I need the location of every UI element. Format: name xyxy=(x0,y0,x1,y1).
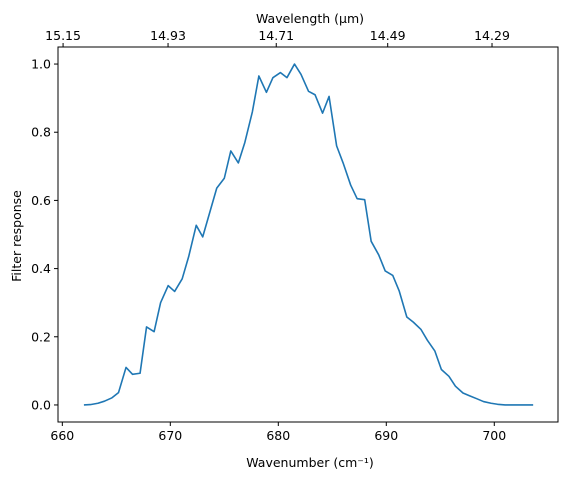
top-tick-label: 15.15 xyxy=(45,28,81,43)
y-tick-label: 1.0 xyxy=(31,57,51,72)
x-axis-title: Wavenumber (cm⁻¹) xyxy=(246,455,373,470)
top-tick-label: 14.93 xyxy=(150,28,186,43)
x-tick-label: 690 xyxy=(374,428,398,443)
bottom-x-axis: 660 670 680 690 700 xyxy=(50,422,506,443)
x-tick-label: 660 xyxy=(50,428,74,443)
y-tick-label: 0.6 xyxy=(31,193,51,208)
left-y-axis: 0.0 0.2 0.4 0.6 0.8 1.0 xyxy=(31,57,58,412)
top-axis-title: Wavelength (μm) xyxy=(256,11,364,26)
x-tick-label: 670 xyxy=(158,428,182,443)
y-tick-label: 0.2 xyxy=(31,329,51,344)
axes-frame xyxy=(57,46,559,423)
top-tick-label: 14.29 xyxy=(474,28,510,43)
y-tick-label: 0.8 xyxy=(31,125,51,140)
y-tick-label: 0.0 xyxy=(31,397,51,412)
y-tick-label: 0.4 xyxy=(31,261,51,276)
series-line-1 xyxy=(83,63,534,406)
top-tick-label: 14.71 xyxy=(258,28,294,43)
top-tick-label: 14.49 xyxy=(370,28,406,43)
top-x-axis: 15.15 14.93 14.71 14.49 14.29 xyxy=(45,28,510,47)
plot-area xyxy=(83,63,534,406)
x-tick-label: 680 xyxy=(266,428,290,443)
y-axis-title: Filter response xyxy=(9,190,24,282)
x-tick-label: 700 xyxy=(482,428,506,443)
